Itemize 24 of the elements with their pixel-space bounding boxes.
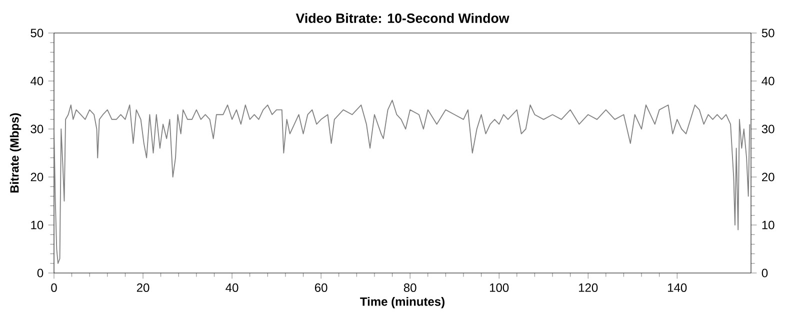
- y-tick-label: 40: [30, 76, 44, 86]
- y-tick-label: 10: [31, 220, 44, 230]
- x-tick-label: 80: [404, 283, 416, 292]
- y-tick-label: 50: [30, 28, 44, 38]
- y2-tick-label: 20: [762, 172, 774, 182]
- y-tick-label: 20: [30, 172, 44, 182]
- line-series: [54, 100, 750, 264]
- chart-title: Video Bitrate: 10-Second Window: [296, 13, 510, 23]
- y2-tick-label: 0: [762, 268, 768, 278]
- y-tick-label: 0: [37, 268, 44, 278]
- x-tick-label: 140: [668, 283, 687, 292]
- x-tick-label: 120: [579, 283, 598, 292]
- x-tick-label: 40: [226, 283, 238, 292]
- x-tick-label: 100: [490, 283, 509, 292]
- y2-tick-label: 30: [762, 124, 774, 134]
- y2-tick-label: 10: [762, 220, 774, 230]
- x-tick-label: 20: [136, 283, 150, 292]
- y2-tick-label: 40: [762, 76, 774, 86]
- x-tick-label: 0: [51, 283, 57, 292]
- y-tick-label: 30: [30, 124, 44, 134]
- x-tick-label: 60: [314, 283, 328, 292]
- y-axis-title: Bitrate (Mbps): [10, 113, 22, 193]
- x-axis-title: Time (minutes): [360, 297, 444, 308]
- y2-tick-label: 50: [762, 28, 774, 38]
